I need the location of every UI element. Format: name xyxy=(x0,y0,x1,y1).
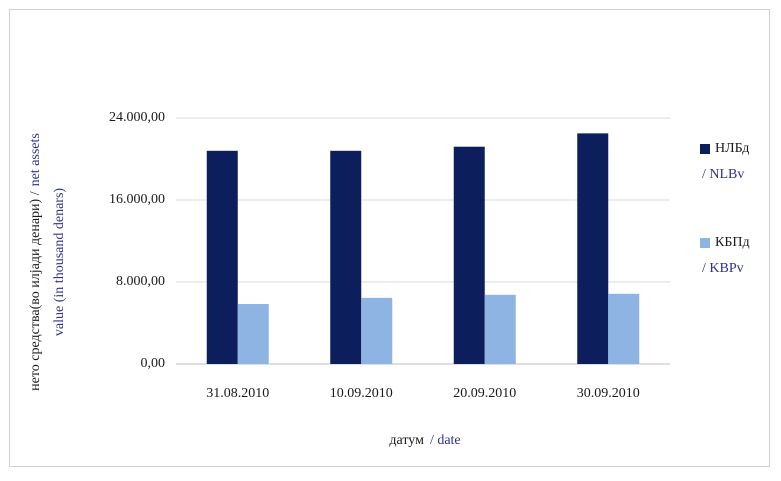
bar xyxy=(453,146,485,364)
y-axis-label-en: net assets xyxy=(28,133,43,186)
x-tick-label: 10.09.2010 xyxy=(330,386,393,401)
bar xyxy=(577,133,609,364)
bar xyxy=(237,304,269,364)
x-tick-label: 20.09.2010 xyxy=(453,386,516,401)
bar xyxy=(361,297,393,364)
legend-swatch xyxy=(700,238,710,248)
y-tick-label: 0,00 xyxy=(141,356,166,371)
x-axis-label-en: / date xyxy=(430,433,461,448)
legend-swatch xyxy=(700,144,710,154)
x-axis-label-local: датум xyxy=(389,433,424,448)
legend-label: КБПд xyxy=(715,235,750,250)
x-tick-label: 31.08.2010 xyxy=(206,386,269,401)
bar xyxy=(484,294,516,364)
legend-label-en: / NLBv xyxy=(702,167,744,182)
legend-label-en: / KBPv xyxy=(702,261,744,276)
x-axis-label: датум / date xyxy=(389,433,460,448)
bar xyxy=(608,293,640,364)
legend-label: НЛБд xyxy=(715,141,749,156)
y-tick-label: 8.000,00 xyxy=(116,274,165,289)
chart-border xyxy=(9,9,770,467)
y-axis-label-en: value (in thousand denars) xyxy=(52,188,67,336)
x-tick-label: 30.09.2010 xyxy=(577,386,640,401)
y-axis-label: нето средства(во илјади денари) / net ass… xyxy=(28,133,43,391)
bar xyxy=(206,150,238,364)
bar xyxy=(330,150,362,364)
y-tick-label: 24.000,00 xyxy=(109,110,165,125)
y-tick-label: 16.000,00 xyxy=(109,192,165,207)
y-axis-label-local: нето средства(во илјади денари) / xyxy=(28,191,43,391)
